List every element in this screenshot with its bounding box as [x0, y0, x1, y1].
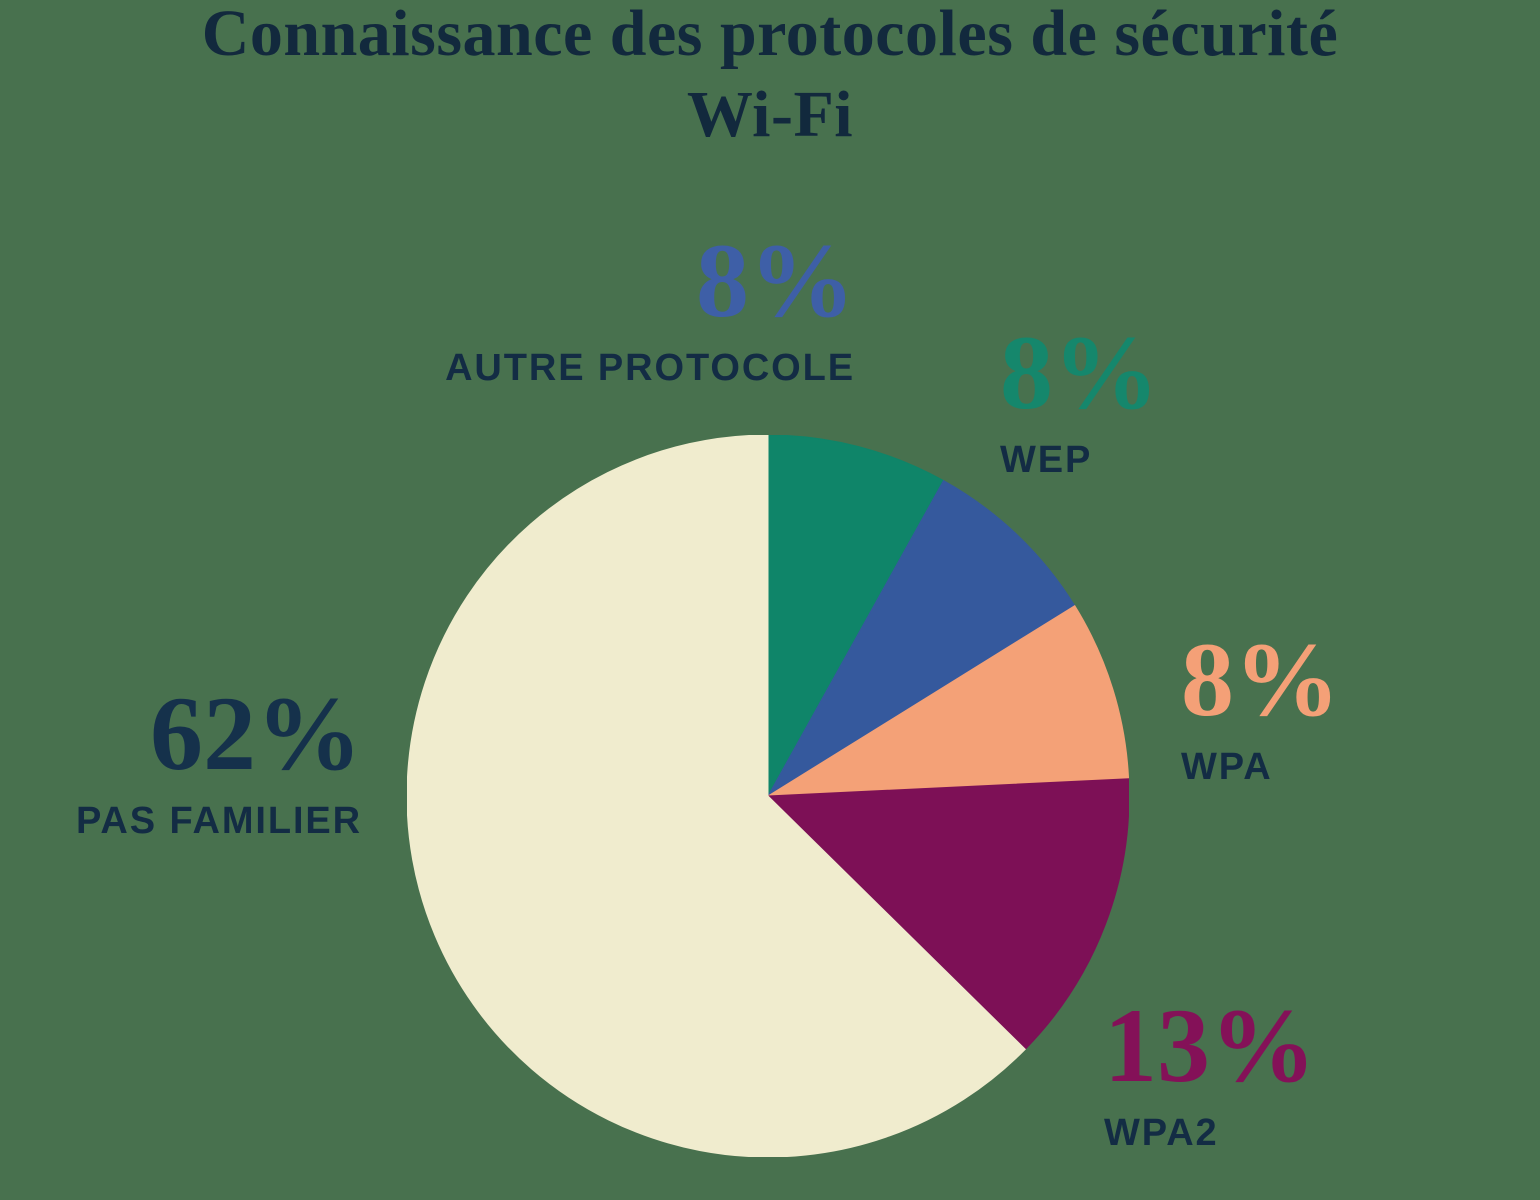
callout-pas-familier: 62% PAS FAMILIER — [76, 675, 362, 842]
pie-chart — [406, 434, 1130, 1158]
callout-wpa-value: 8% — [1181, 621, 1340, 738]
callout-wep-label: WEP — [1000, 439, 1093, 481]
callout-pas-familier-label: PAS FAMILIER — [76, 800, 362, 842]
callout-wpa2-value: 13% — [1104, 987, 1316, 1104]
pie-slice-pas-familier — [406, 434, 1026, 1158]
callout-wep: 8% WEP — [1000, 314, 1159, 481]
callout-pas-familier-value: 62% — [150, 675, 362, 792]
callout-autre-protocole-label: AUTRE PROTOCOLE — [445, 347, 855, 389]
pie-slice-autre-protocole — [766, 479, 1076, 798]
callout-wpa: 8% WPA — [1181, 621, 1340, 788]
pie-chart-svg — [406, 434, 1130, 1158]
callout-wpa-label: WPA — [1181, 746, 1273, 788]
pie-slice-wep — [767, 434, 945, 798]
pie-slice-wpa2 — [766, 778, 1130, 1050]
chart-title-line1: Connaissance des protocoles de sécurité — [201, 0, 1339, 70]
callout-autre-protocole: 8% AUTRE PROTOCOLE — [445, 222, 855, 389]
pie-slice-wpa — [766, 604, 1130, 797]
chart-title: Connaissance des protocoles de sécurité … — [0, 0, 1540, 155]
callout-autre-protocole-value: 8% — [696, 222, 855, 339]
callout-wpa2: 13% WPA2 — [1104, 987, 1316, 1154]
callout-wep-value: 8% — [1000, 314, 1159, 431]
callout-wpa2-label: WPA2 — [1104, 1112, 1219, 1154]
chart-title-line2: Wi-Fi — [686, 77, 854, 151]
